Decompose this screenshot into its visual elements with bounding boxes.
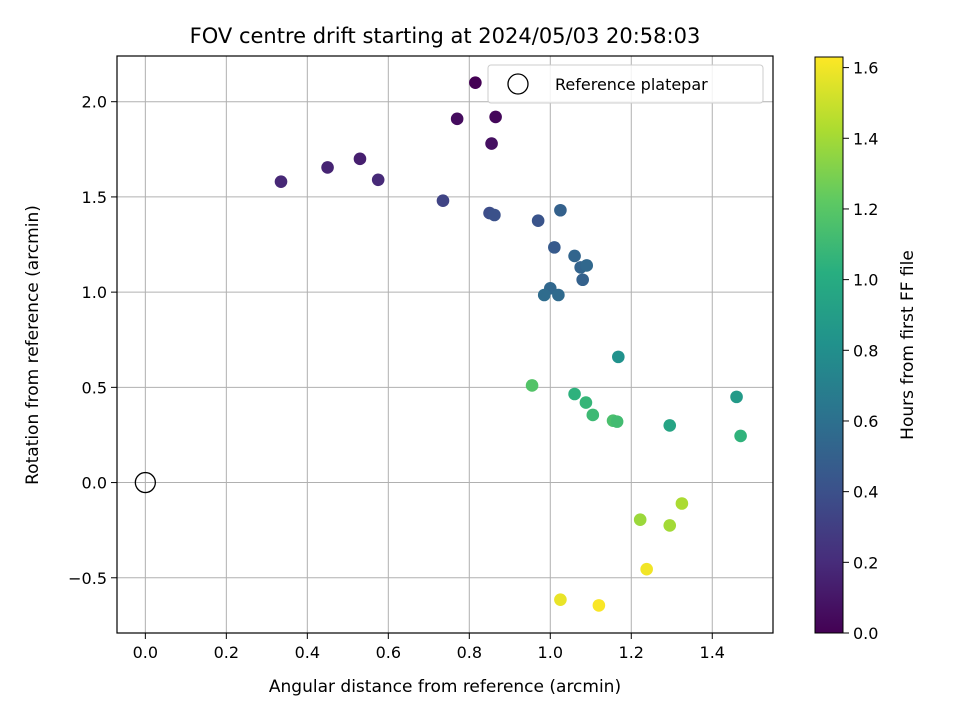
colorbar-tick-label: 0.8 [853, 341, 878, 360]
y-axis-title: Rotation from reference (arcmin) [23, 205, 43, 485]
y-tick-label: 2.0 [82, 93, 107, 112]
colorbar-tick-label: 0.4 [853, 483, 878, 502]
data-point [450, 112, 464, 126]
data-point [552, 288, 565, 302]
data-point [568, 387, 581, 401]
data-point [321, 161, 334, 174]
reference-platepar-marker [134, 471, 156, 494]
colorbar-gradient [814, 56, 844, 634]
colorbar-tick-label: 1.4 [853, 129, 878, 148]
legend-label: Reference platepar [555, 75, 708, 94]
x-tick-label: 0.2 [214, 643, 239, 662]
legend-marker [507, 73, 529, 95]
colorbar-tick-label: 1.2 [853, 200, 878, 219]
colorbar-tick-label: 1.6 [853, 59, 878, 78]
data-point [612, 350, 625, 364]
data-point [568, 249, 581, 263]
x-tick-label: 1.2 [619, 643, 644, 662]
data-point [554, 203, 567, 217]
data-point [554, 593, 567, 606]
data-point [579, 396, 593, 409]
data-point [592, 599, 606, 612]
legend: Reference platepar [487, 64, 764, 104]
data-point [730, 390, 743, 404]
colorbar-tick-label: 0.0 [853, 624, 878, 643]
data-point [586, 408, 600, 422]
data-point [663, 419, 677, 432]
data-point [580, 259, 594, 272]
chart-title: FOV centre drift starting at 2024/05/03 … [190, 24, 701, 48]
data-point [537, 288, 551, 302]
x-tick-label: 0.6 [376, 643, 401, 662]
colorbar-label: Hours from first FF file [898, 250, 918, 440]
data-point [640, 562, 653, 576]
y-tick-label: 0.5 [82, 378, 107, 397]
data-point [525, 379, 539, 392]
plot-frame [116, 55, 774, 634]
colorbar: 0.0 0.2 0.4 0.6 0.8 1.0 1.2 1.4 1.6 Hours from f… [814, 56, 918, 643]
data-point [663, 519, 677, 532]
data-point [531, 214, 545, 228]
y-tick-label: 1.0 [82, 283, 107, 302]
colorbar-tick-label: 1.0 [853, 271, 878, 290]
data-point [489, 110, 502, 124]
data-point [436, 194, 450, 208]
data-point [469, 76, 482, 89]
legend-box [487, 64, 764, 104]
x-tick-label: 0.0 [133, 643, 158, 662]
x-tick-label: 0.8 [457, 643, 482, 662]
data-point [675, 497, 689, 510]
y-tick-label: −0.5 [68, 569, 107, 588]
data-point [371, 173, 385, 187]
data-point [488, 208, 501, 222]
colorbar-tick-label: 0.6 [853, 412, 878, 431]
data-point [610, 415, 624, 428]
x-axis-title: Angular distance from reference (arcmin) [269, 677, 621, 697]
y-tick-label: 0.0 [82, 474, 107, 493]
data-point [576, 273, 589, 287]
data-point [548, 241, 561, 254]
colorbar-ticks: 0.0 0.2 0.4 0.6 0.8 1.0 1.2 1.4 1.6 [843, 59, 878, 643]
grid [117, 56, 773, 633]
x-tick-label: 1.0 [538, 643, 563, 662]
data-point [353, 152, 367, 166]
data-point [485, 137, 498, 150]
data-point [734, 429, 747, 443]
data-point [633, 513, 647, 526]
y-axis: −0.5 0.0 0.5 1.0 1.5 2.0 [68, 93, 117, 588]
y-tick-label: 1.5 [82, 188, 107, 207]
colorbar-tick-label: 0.2 [853, 553, 878, 572]
x-tick-label: 1.4 [700, 643, 725, 662]
scatter-points [134, 76, 747, 612]
x-axis: 0.0 0.2 0.4 0.6 0.8 1.0 1.2 1.4 [133, 633, 725, 662]
data-point [274, 175, 288, 188]
x-tick-label: 0.4 [295, 643, 320, 662]
